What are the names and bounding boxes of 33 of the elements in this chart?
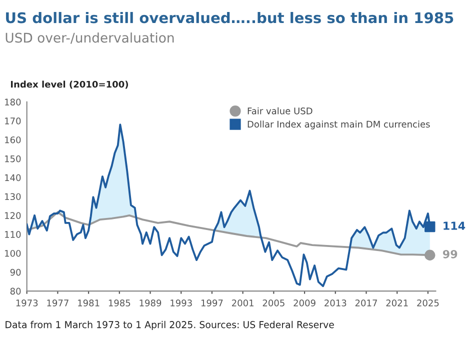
legend-label: Dollar Index against main DM currencies	[248, 120, 430, 130]
x-tick-label: 2021	[386, 300, 408, 306]
y-tick-label: 140	[5, 174, 21, 182]
x-tick-label: 1993	[170, 300, 192, 306]
data-label: 114	[444, 222, 466, 230]
chart-title: US dollar is still overvalued…..but less so than in 1985	[6, 12, 454, 24]
text: Data from 1 March 1973 to 1 April 2025. Sources: US Federal Reserve	[6, 320, 334, 330]
x-tick-label: 1985	[108, 300, 130, 306]
x-tick-label: 2005	[262, 300, 284, 306]
x-tick-label: 2013	[324, 300, 346, 306]
y-tick-label: 170	[5, 118, 21, 124]
chart-subtitle: USD over-/undervaluation	[6, 32, 174, 44]
y-tick-label: 100	[5, 250, 21, 257]
x-tick-label: 2009	[294, 300, 316, 306]
x-tick-label: 2025	[417, 300, 439, 306]
y-tick-label: 130	[5, 193, 21, 200]
y-tick-label: 90	[10, 268, 21, 276]
x-tick-label: 1997	[201, 300, 223, 306]
y-tick-label: 150	[5, 155, 21, 162]
legend-label: Fair value USD	[248, 107, 312, 114]
x-tick-label: 1973	[16, 300, 38, 306]
x-tick-label: 1977	[47, 300, 68, 306]
y-tick-label: 120	[5, 212, 21, 219]
y-tick-label: 110	[5, 231, 21, 238]
data-label: 99	[442, 250, 458, 258]
y-tick-label: 80	[10, 288, 21, 295]
x-tick-label: 2001	[232, 300, 254, 306]
y-tick-label: 160	[5, 136, 21, 144]
x-tick-label: 1989	[140, 300, 162, 306]
x-tick-label: 1981	[78, 300, 100, 306]
y-tick-label: 180	[5, 98, 21, 106]
y-axis-title: Index level (2010=100)	[11, 80, 128, 89]
x-tick-label: 2017	[355, 300, 377, 306]
